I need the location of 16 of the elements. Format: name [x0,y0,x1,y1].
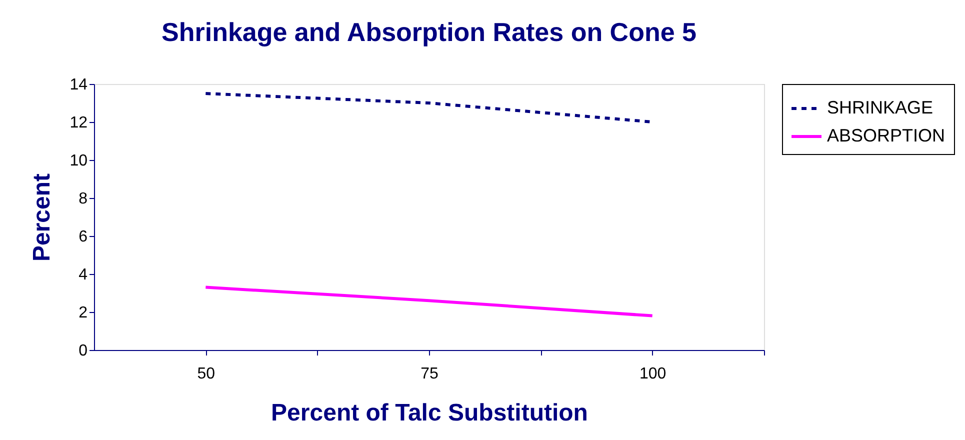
y-tick-label: 6 [78,228,88,246]
x-axis-title: Percent of Talc Substitution [271,400,588,426]
y-tick-label: 12 [70,114,88,132]
x-tick-label: 50 [197,366,216,382]
y-tick-label: 4 [78,266,88,284]
y-tick-label: 14 [70,76,88,94]
y-axis-title: Percent [28,173,56,262]
y-tick-label: 2 [78,304,88,322]
y-tick-label: 0 [78,342,88,360]
x-tick-label: 75 [420,366,438,382]
legend-label: ABSORPTION [827,126,946,146]
x-tick-label: 100 [639,366,666,382]
y-tick-label: 10 [70,152,88,170]
legend-label: SHRINKAGE [827,98,934,118]
y-tick-label: 8 [78,190,88,208]
chart-title: Shrinkage and Absorption Rates on Cone 5 [162,17,696,47]
